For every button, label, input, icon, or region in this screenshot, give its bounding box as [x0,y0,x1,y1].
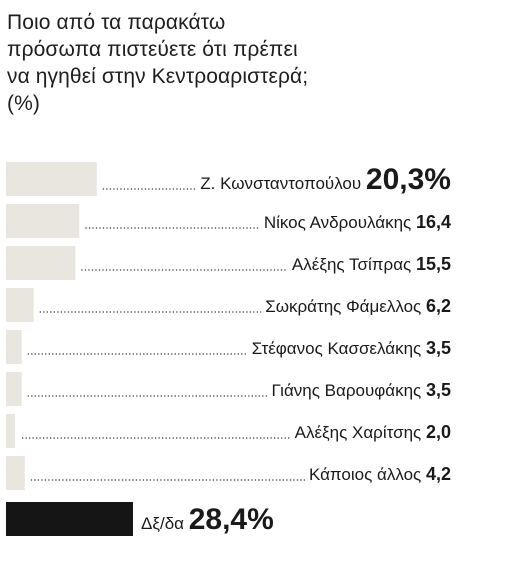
bar-label-7: Αλέξης Χαρίτσης 2,0 [295,422,451,442]
bar-2 [6,204,80,238]
bar-label-2: Νίκος Ανδρουλάκης 16,4 [264,212,451,232]
value-label-6: 3,5 [426,380,451,400]
category-label-1: Ζ. Κωνσταντοπούλου [200,174,366,193]
bar-4 [6,288,34,322]
value-label-1: 20,3% [366,163,451,196]
title-line-1: Ποιο από τα παρακάτω [7,11,226,34]
value-label-3: 15,5 [416,254,451,274]
category-label-6: Γιάνης Βαρουφάκης [272,381,426,400]
title-line-2: πρόσωπα πιστεύετε ότι πρέπει [7,38,298,61]
value-label-8: 4,2 [426,464,451,484]
bar-label-1: Ζ. Κωνσταντοπούλου 20,3% [200,163,451,196]
category-label-5: Στέφανος Κασσελάκης [252,339,426,358]
bar-7 [6,414,15,448]
category-label-8: Κάποιος άλλος [309,465,426,484]
bar-1 [6,162,97,196]
category-label-7: Αλέξης Χαρίτσης [295,423,426,442]
category-label-3: Αλέξης Τσίπρας [292,255,416,274]
bar-9 [6,502,133,536]
category-label-9: Δξ/δα [141,514,189,533]
value-label-5: 3,5 [426,338,451,358]
value-label-7: 2,0 [426,422,451,442]
category-label-4: Σωκράτης Φάμελλος [265,297,426,316]
title-unit: (%) [7,92,40,115]
bar-label-6: Γιάνης Βαρουφάκης 3,5 [272,380,451,400]
bar-label-4: Σωκράτης Φάμελλος 6,2 [265,296,451,316]
bar-6 [6,372,22,406]
bar-label-5: Στέφανος Κασσελάκης 3,5 [252,338,451,358]
bar-8 [6,456,25,490]
value-label-9: 28,4% [189,503,274,536]
value-label-4: 6,2 [426,296,451,316]
bar-3 [6,246,76,280]
bar-label-8: Κάποιος άλλος 4,2 [309,464,451,484]
title-line-3: να ηγηθεί στην Κεντροαριστερά; [7,65,309,88]
bar-label-9: Δξ/δα 28,4% [141,503,274,536]
chart-title: Ποιο από τα παρακάτω πρόσωπα πιστεύετε ό… [7,9,447,117]
category-label-2: Νίκος Ανδρουλάκης [264,213,416,232]
value-label-2: 16,4 [416,212,451,232]
bar-label-3: Αλέξης Τσίπρας 15,5 [292,254,451,274]
bar-5 [6,330,22,364]
